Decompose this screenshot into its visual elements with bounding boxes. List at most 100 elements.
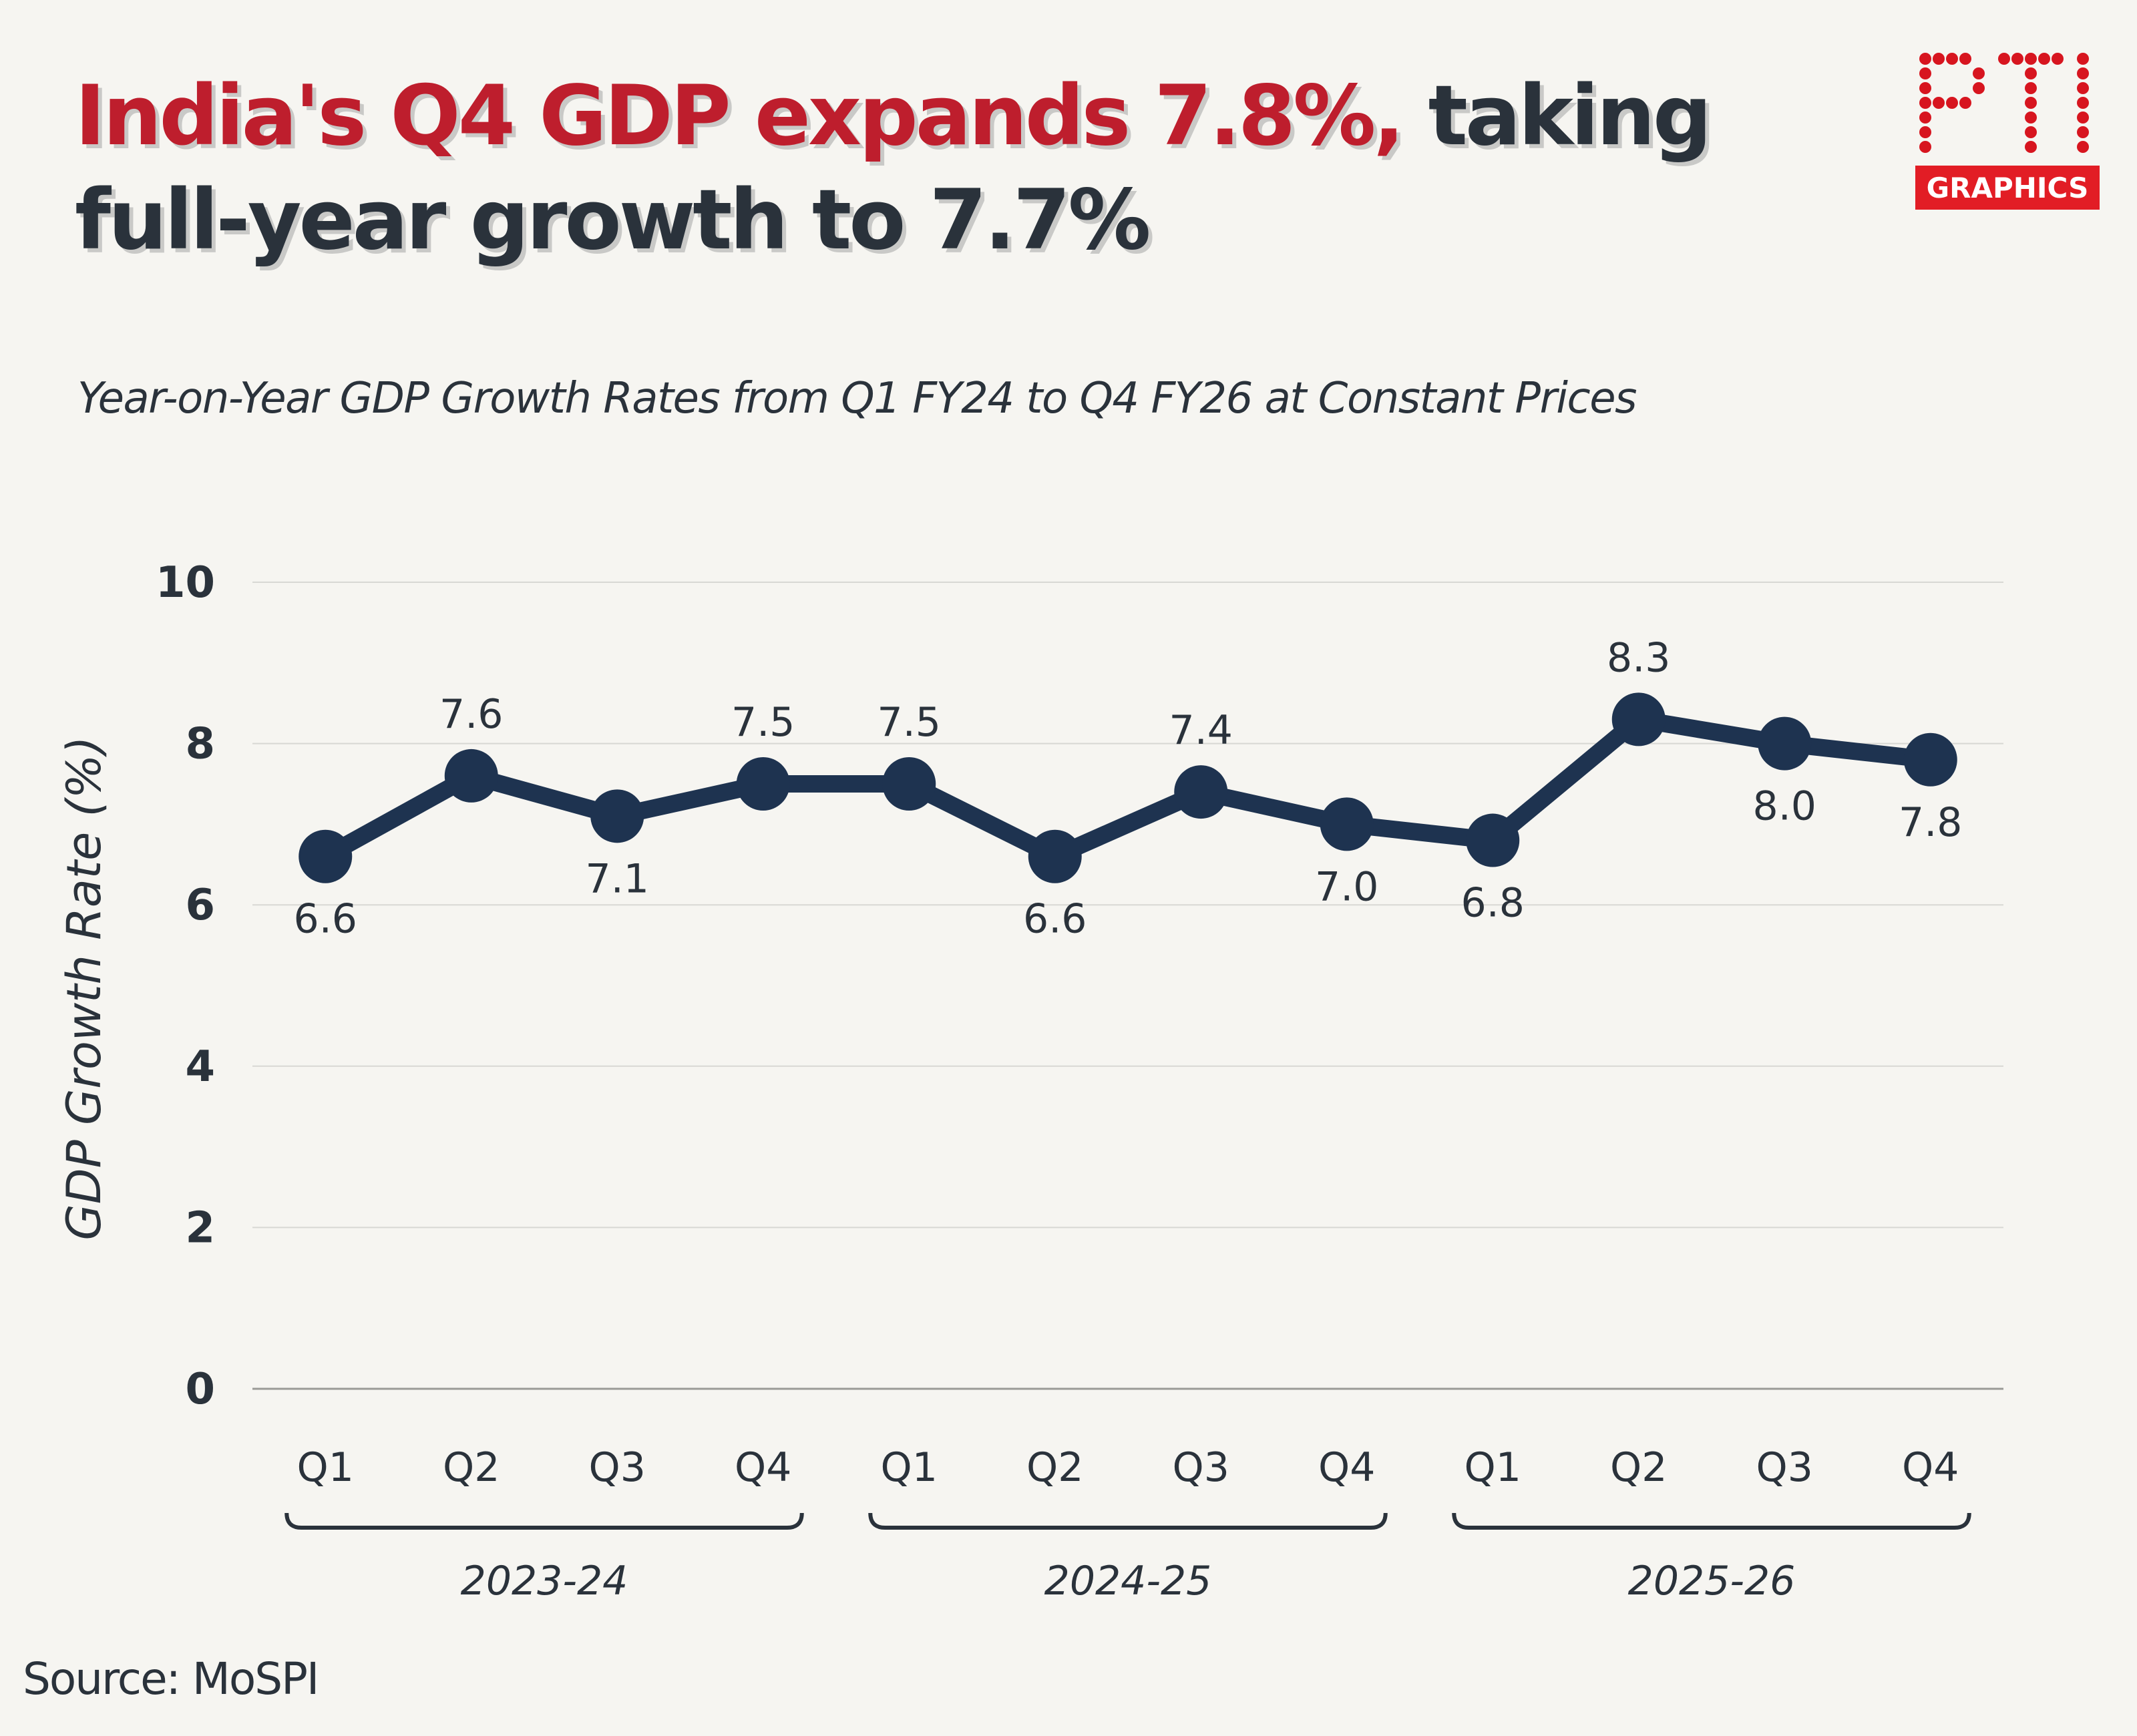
chart-subtitle: Year-on-Year GDP Growth Rates from Q1 FY…: [77, 374, 1637, 423]
y-tick-label: 2: [185, 1203, 215, 1253]
data-label: 7.6: [439, 691, 503, 738]
y-tick-label: 8: [185, 720, 215, 769]
x-tick-label: Q3: [1173, 1444, 1229, 1491]
logo-dot: [1973, 67, 1985, 79]
data-labels: 6.6 7.6 7.1 7.5 7.5 6.6 7.4 7.0 6.8 8.3 8.0 7.8: [294, 634, 1963, 942]
x-axis-ticks: Q1 Q2 Q3 Q4 Q1 Q2 Q3 Q4 Q1 Q2 Q3 Q4: [297, 1444, 1959, 1491]
logo-dot: [2077, 97, 2089, 109]
y-tick-label: 4: [185, 1042, 215, 1092]
data-point: [1611, 692, 1666, 746]
data-point: [1028, 829, 1082, 883]
logo-dot: [1919, 97, 1931, 109]
y-tick-label: 0: [185, 1365, 215, 1414]
fiscal-year-label: 2023-24: [461, 1558, 628, 1604]
logo-dot: [2025, 82, 2037, 94]
x-tick-label: Q4: [735, 1444, 791, 1491]
year-bracket: [284, 1512, 804, 1530]
x-tick-label: Q4: [1318, 1444, 1375, 1491]
logo-dot: [2052, 53, 2064, 65]
logo-dot: [1919, 126, 1931, 138]
gdp-line-chart: 0 2 4 6 8 10 GDP Growth Rate (%) 6.6 7.6 7.1 7.5…: [57, 558, 2003, 1604]
logo-dot: [1959, 97, 1971, 109]
data-label: 7.4: [1169, 707, 1233, 754]
data-label: 8.0: [1753, 783, 1816, 830]
logo-dot: [2077, 53, 2089, 65]
y-axis-ticks: 0 2 4 6 8 10: [156, 558, 215, 1414]
y-tick-label: 10: [156, 558, 215, 608]
logo-dot: [1919, 82, 1931, 94]
data-point: [1903, 732, 1957, 787]
x-tick-label: Q2: [443, 1444, 500, 1491]
fiscal-year-label: 2025-26: [1628, 1558, 1796, 1604]
logo-dot: [2077, 82, 2089, 94]
logo-dot: [1919, 53, 1931, 65]
x-tick-label: Q2: [1026, 1444, 1083, 1491]
data-label: 7.8: [1899, 799, 1962, 846]
data-point: [1174, 765, 1228, 819]
x-tick-label: Q1: [881, 1444, 938, 1491]
x-tick-label: Q3: [589, 1444, 646, 1491]
logo-dot: [1933, 97, 1945, 109]
logo-dot: [1959, 53, 1971, 65]
series-line: [317, 710, 1939, 865]
data-label: 7.5: [878, 699, 941, 746]
data-label: 8.3: [1607, 634, 1670, 681]
year-bracket: [1452, 1512, 1971, 1530]
logo-dot: [2025, 126, 2037, 138]
data-point: [444, 748, 498, 803]
logo-dot: [2077, 126, 2089, 138]
logo-dot: [2025, 141, 2037, 153]
x-tick-label: Q3: [1756, 1444, 1813, 1491]
logo-dot: [2025, 112, 2037, 124]
data-point: [1320, 797, 1374, 851]
data-label: 6.6: [1023, 896, 1087, 943]
logo-tagline-box: [1915, 166, 2100, 210]
logo-dot: [2025, 97, 2037, 109]
x-tick-label: Q1: [297, 1444, 354, 1491]
logo-dot: [2025, 53, 2037, 65]
x-tick-label: Q1: [1465, 1444, 1521, 1491]
data-points: [299, 692, 1957, 883]
data-label: 7.0: [1315, 863, 1378, 910]
logo-dot: [2038, 53, 2050, 65]
logo-dot: [2011, 53, 2023, 65]
data-point: [299, 829, 353, 883]
logo-dot: [1919, 67, 1931, 79]
fiscal-year-groups: 2023-24 2024-25 2025-26: [284, 1512, 1971, 1604]
data-label: 6.8: [1461, 880, 1525, 927]
headline-highlight: India's Q4 GDP expands 7.8%,: [75, 68, 1404, 164]
logo-dot: [1933, 53, 1945, 65]
data-point: [882, 757, 936, 811]
data-point: [590, 789, 644, 843]
x-tick-label: Q2: [1610, 1444, 1667, 1491]
logo-dot: [1973, 82, 1985, 94]
data-point: [736, 757, 790, 811]
data-label: 7.1: [586, 855, 649, 902]
y-tick-label: 6: [185, 881, 215, 930]
x-tick-label: Q4: [1902, 1444, 1959, 1491]
pti-graphics-logo: GRAPHICS: [1915, 53, 2100, 210]
logo-dot: [1946, 97, 1958, 109]
pti-dot-wordmark: [1919, 53, 2089, 153]
gdp-growth-line: [317, 710, 1939, 865]
logo-dot: [2077, 67, 2089, 79]
logo-dot: [2025, 67, 2037, 79]
logo-dot: [1919, 112, 1931, 124]
headline: India's Q4 GDP expands 7.8%, taking full…: [75, 64, 1784, 272]
logo-dot: [1946, 53, 1958, 65]
gridlines: [252, 582, 2003, 1390]
logo-dot: [1919, 141, 1931, 153]
logo-dot: [1998, 53, 2010, 65]
data-point: [1758, 716, 1812, 771]
year-bracket: [868, 1512, 1388, 1530]
data-point: [1466, 813, 1520, 867]
logo-tagline: GRAPHICS: [1927, 172, 2089, 204]
y-axis-label: GDP Growth Rate (%): [57, 736, 112, 1240]
logo-dot: [2077, 112, 2089, 124]
data-label: 7.5: [731, 699, 795, 746]
fiscal-year-label: 2024-25: [1044, 1558, 1212, 1604]
logo-dot: [2077, 141, 2089, 153]
data-label: 6.6: [294, 896, 357, 943]
source-note: Source: MoSPI: [23, 1653, 319, 1705]
headline-rest: taking full-year growth to 7.7%: [75, 68, 1712, 268]
